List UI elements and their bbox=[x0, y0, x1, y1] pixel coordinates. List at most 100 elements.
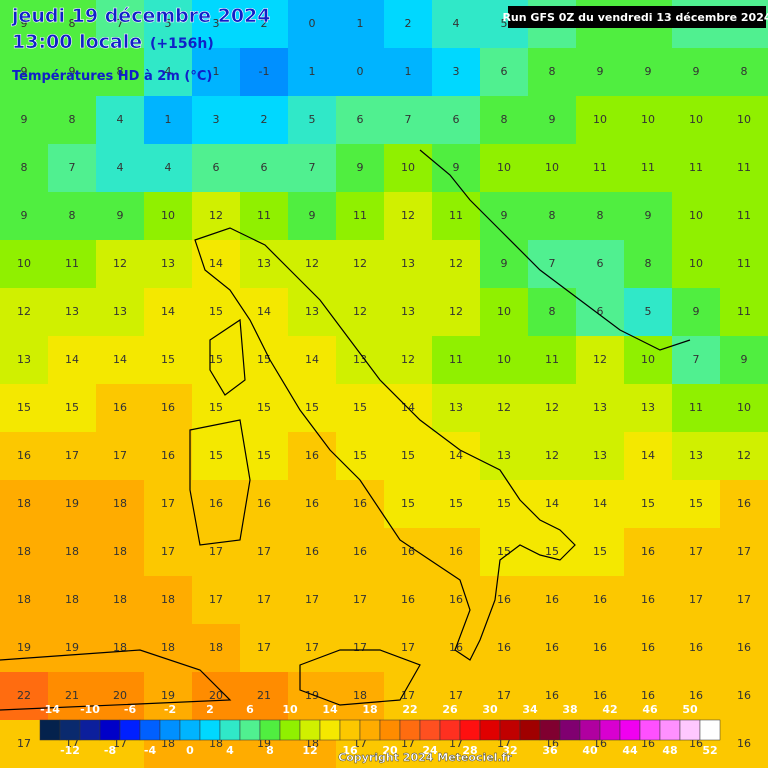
grid-cell bbox=[192, 336, 241, 385]
grid-cell bbox=[336, 528, 385, 577]
cell-value: 12 bbox=[353, 305, 367, 318]
cell-value: 16 bbox=[689, 689, 703, 702]
grid-cell bbox=[432, 144, 481, 193]
cell-value: 18 bbox=[113, 545, 127, 558]
grid-cell bbox=[576, 288, 625, 337]
grid-cell bbox=[144, 96, 193, 145]
cell-value: 11 bbox=[65, 257, 79, 270]
cell-value: 2 bbox=[261, 17, 268, 30]
cell-value: 6 bbox=[261, 161, 268, 174]
grid-cell bbox=[336, 432, 385, 481]
cell-value: 10 bbox=[737, 401, 751, 414]
grid-cell bbox=[48, 576, 97, 625]
legend-swatch bbox=[379, 719, 401, 741]
cell-value: 10 bbox=[593, 113, 607, 126]
legend-swatch bbox=[639, 719, 661, 741]
grid-cell bbox=[672, 336, 721, 385]
grid-cell bbox=[240, 576, 289, 625]
run-box bbox=[508, 6, 766, 28]
cell-value: 11 bbox=[689, 401, 703, 414]
cell-value: 7 bbox=[117, 17, 124, 30]
cell-value: 17 bbox=[17, 737, 31, 750]
grid-cell bbox=[240, 384, 289, 433]
grid-cell bbox=[528, 576, 577, 625]
grid-cell bbox=[528, 288, 577, 337]
cell-value: 16 bbox=[449, 593, 463, 606]
legend-swatch bbox=[359, 719, 381, 741]
cell-value: 6 bbox=[357, 113, 364, 126]
legend-swatch bbox=[619, 719, 641, 741]
legend-label: -8 bbox=[104, 744, 116, 757]
cell-value: 16 bbox=[497, 593, 511, 606]
grid-cell bbox=[96, 0, 145, 49]
cell-value: 2 bbox=[405, 17, 412, 30]
legend-swatch bbox=[259, 719, 281, 741]
grid-cell bbox=[720, 672, 768, 721]
cell-value: 12 bbox=[449, 257, 463, 270]
cell-value: 11 bbox=[257, 209, 271, 222]
cell-value: 13 bbox=[449, 401, 463, 414]
grid-cell bbox=[144, 288, 193, 337]
grid-cell bbox=[576, 96, 625, 145]
grid-cell bbox=[288, 624, 337, 673]
grid-cell bbox=[240, 96, 289, 145]
cell-value: 5 bbox=[645, 305, 652, 318]
grid-cell bbox=[720, 144, 768, 193]
grid-cell bbox=[576, 192, 625, 241]
cell-value: 4 bbox=[117, 113, 124, 126]
cell-value: 9 bbox=[21, 209, 28, 222]
grid-cell bbox=[288, 384, 337, 433]
cell-value: 10 bbox=[545, 161, 559, 174]
grid-cell bbox=[624, 96, 673, 145]
cell-value: 14 bbox=[113, 353, 127, 366]
cell-value: 12 bbox=[305, 257, 319, 270]
grid-cell bbox=[48, 192, 97, 241]
cell-value: 9 bbox=[501, 257, 508, 270]
grid-cell bbox=[288, 192, 337, 241]
cell-value: 13 bbox=[401, 257, 415, 270]
cell-value: 1 bbox=[165, 113, 172, 126]
grid-cell bbox=[48, 624, 97, 673]
grid-cell bbox=[0, 672, 49, 721]
grid-cell bbox=[480, 576, 529, 625]
legend-swatch bbox=[519, 719, 541, 741]
grid-cell bbox=[480, 96, 529, 145]
cell-value: 1 bbox=[357, 17, 364, 30]
grid-cell bbox=[144, 336, 193, 385]
grid-cell bbox=[48, 672, 97, 721]
grid-cell bbox=[624, 144, 673, 193]
cell-value: 15 bbox=[257, 353, 271, 366]
cell-value: 8 bbox=[645, 257, 652, 270]
legend-swatch bbox=[99, 719, 121, 741]
cell-value: 9 bbox=[453, 161, 460, 174]
grid-cell bbox=[384, 240, 433, 289]
grid-cell bbox=[240, 288, 289, 337]
cell-value: 16 bbox=[209, 497, 223, 510]
legend-label: 52 bbox=[702, 744, 717, 757]
grid-cell bbox=[240, 48, 289, 97]
grid-cell bbox=[432, 48, 481, 97]
grid-cell bbox=[0, 144, 49, 193]
grid-cell bbox=[192, 528, 241, 577]
cell-value: 8 bbox=[549, 305, 556, 318]
legend-label: 6 bbox=[246, 703, 254, 716]
grid-cell bbox=[240, 144, 289, 193]
grid-cell bbox=[144, 672, 193, 721]
grid-cell bbox=[288, 144, 337, 193]
cell-value: 17 bbox=[161, 497, 175, 510]
cell-value: 11 bbox=[737, 209, 751, 222]
cell-value: 9 bbox=[357, 161, 364, 174]
grid-cell bbox=[432, 192, 481, 241]
cell-value: 17 bbox=[737, 593, 751, 606]
legend-label: 10 bbox=[282, 703, 298, 716]
grid-cell bbox=[288, 288, 337, 337]
grid-cell bbox=[96, 624, 145, 673]
cell-value: 16 bbox=[17, 449, 31, 462]
grid-cell bbox=[240, 432, 289, 481]
cell-value: 12 bbox=[593, 353, 607, 366]
grid-cell bbox=[96, 192, 145, 241]
cell-value: 12 bbox=[545, 449, 559, 462]
cell-value: 13 bbox=[497, 449, 511, 462]
legend-swatch bbox=[199, 719, 221, 741]
